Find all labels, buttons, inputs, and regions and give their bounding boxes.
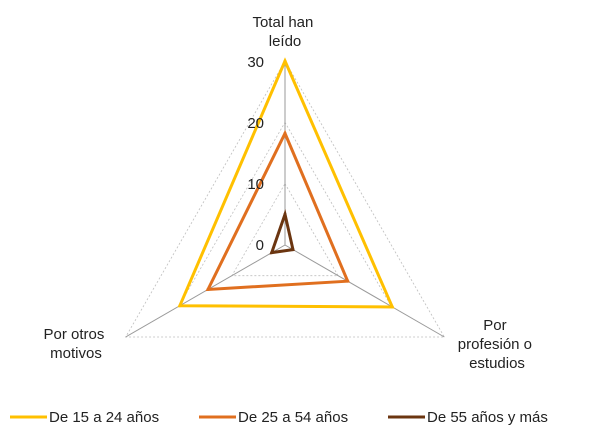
series-2-point-0 bbox=[283, 212, 287, 216]
axis-label-otros-line2: motivos bbox=[50, 345, 102, 362]
tick-label-20: 20 bbox=[247, 115, 264, 132]
series-1-point-0 bbox=[283, 131, 287, 135]
radar-tick-labels: 0 10 20 30 bbox=[247, 54, 264, 254]
axis-label-total-line2: leído bbox=[269, 33, 302, 50]
legend-label-55-mas: De 55 años y más bbox=[427, 409, 548, 426]
tick-label-0: 0 bbox=[256, 237, 264, 254]
spoke-1 bbox=[284, 244, 445, 338]
axis-label-profesion-line2: profesión o bbox=[458, 336, 532, 353]
spoke-2 bbox=[125, 244, 286, 338]
radar-series bbox=[177, 57, 395, 309]
series-2-point-2 bbox=[270, 251, 274, 255]
axis-label-profesion-line1: Por bbox=[483, 317, 506, 334]
axis-label-total-line1: Total han bbox=[252, 14, 313, 31]
series-line-1 bbox=[205, 129, 350, 292]
axis-label-profesion-line3: estudios bbox=[469, 355, 525, 372]
axis-label-otros: Por otros motivos bbox=[43, 326, 108, 362]
series-0-point-1 bbox=[390, 305, 394, 309]
series-line-0 bbox=[177, 57, 395, 309]
legend-item-25-54: De 25 a 54 años bbox=[199, 409, 348, 426]
grid-ring-10 bbox=[231, 182, 339, 277]
legend: De 15 a 24 años De 25 a 54 años De 55 añ… bbox=[10, 409, 548, 426]
legend-item-55-mas: De 55 años y más bbox=[388, 409, 548, 426]
grid-ring-30 bbox=[124, 60, 446, 338]
tick-label-10: 10 bbox=[247, 176, 264, 193]
series-0-point-0 bbox=[283, 59, 287, 63]
series-1-point-1 bbox=[346, 279, 350, 283]
radar-spokes bbox=[125, 61, 445, 338]
radar-axis-labels: Total han leído Por profesión o estudios… bbox=[43, 14, 536, 372]
series-0-point-2 bbox=[178, 304, 182, 308]
legend-label-15-24: De 15 a 24 años bbox=[49, 409, 159, 426]
legend-item-15-24: De 15 a 24 años bbox=[10, 409, 159, 426]
series-1-point-2 bbox=[206, 287, 210, 291]
series-2-point-1 bbox=[291, 248, 295, 252]
radar-grid bbox=[124, 60, 446, 338]
axis-label-otros-line1: Por otros bbox=[43, 326, 104, 343]
axis-label-total: Total han leído bbox=[252, 14, 317, 50]
axis-label-profesion: Por profesión o estudios bbox=[458, 317, 536, 372]
tick-label-30: 30 bbox=[247, 54, 264, 71]
series-line-2 bbox=[269, 208, 295, 255]
legend-label-25-54: De 25 a 54 años bbox=[238, 409, 348, 426]
